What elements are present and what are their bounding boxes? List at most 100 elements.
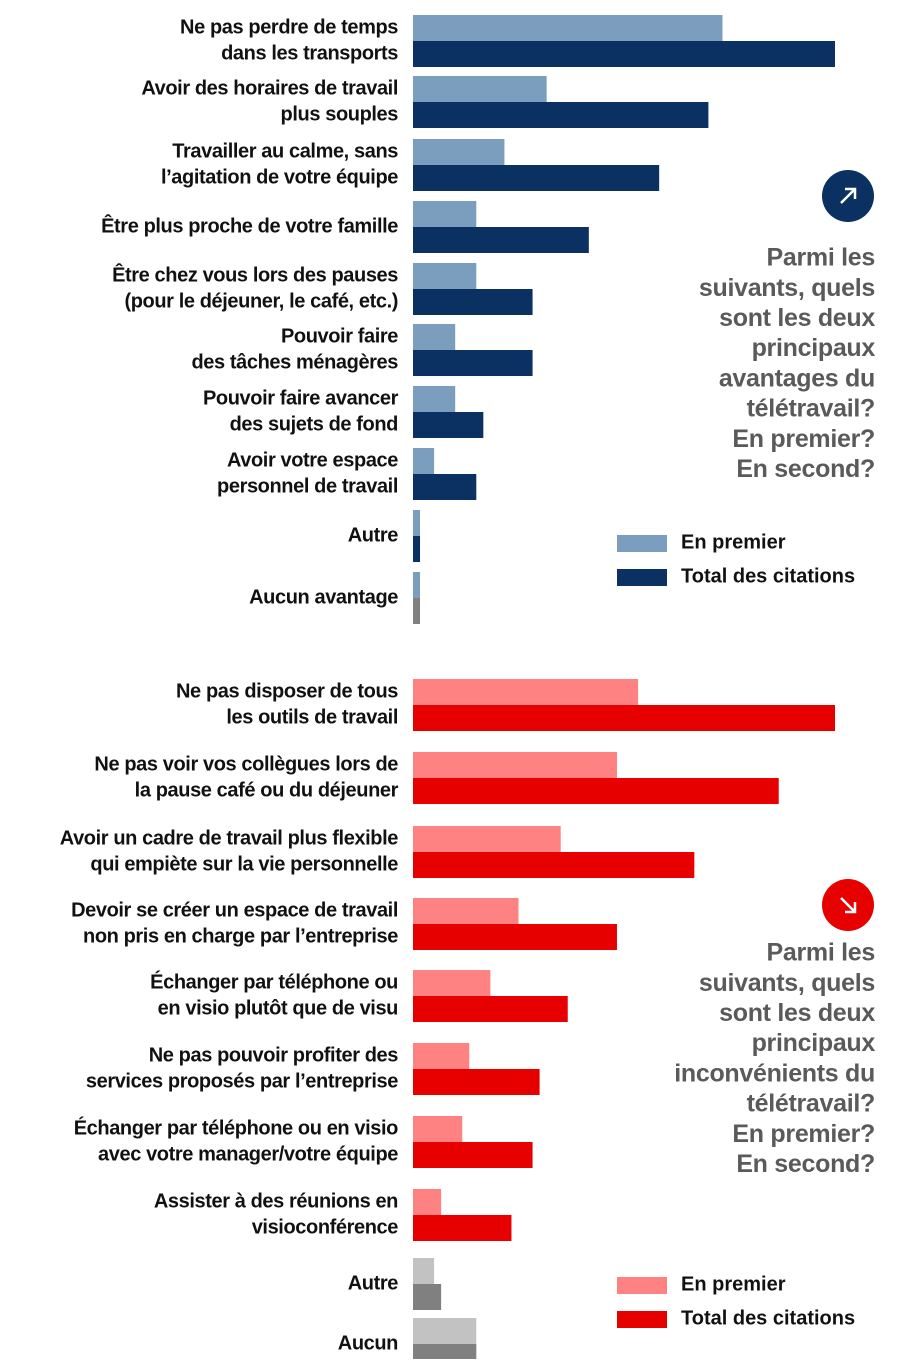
category-label: Pouvoir faire — [281, 325, 398, 347]
bar — [413, 778, 779, 804]
bar — [413, 898, 519, 924]
bar — [413, 852, 695, 878]
category-label: Avoir un cadre de travail plus flexible — [60, 827, 398, 849]
category-label: Aucun — [338, 1332, 398, 1354]
category-label: Pouvoir faire avancer — [203, 387, 399, 409]
bar — [413, 165, 660, 191]
legend-swatch — [617, 1311, 667, 1328]
bar — [413, 76, 547, 102]
bar — [413, 705, 835, 731]
category-label: l’agitation de votre équipe — [161, 166, 398, 188]
bar — [413, 1318, 477, 1344]
bar — [413, 324, 456, 350]
chart-title: télétravail? — [747, 1090, 875, 1118]
chart-title: suivants, quels — [699, 274, 875, 302]
category-label: des sujets de fond — [230, 413, 398, 435]
category-label: Avoir des horaires de travail — [141, 77, 398, 99]
category-label: services proposés par l’entreprise — [86, 1070, 398, 1092]
bar — [413, 474, 477, 500]
category-label: visioconférence — [252, 1216, 399, 1238]
bar — [413, 139, 505, 165]
icon-arrow — [840, 187, 857, 204]
bar — [413, 924, 617, 950]
category-label: Autre — [348, 524, 399, 546]
bar — [413, 41, 835, 67]
chart-title: avantages du — [719, 364, 875, 392]
chart-title: sont les deux — [719, 999, 875, 1027]
chart-title: sont les deux — [719, 304, 875, 332]
bar — [413, 679, 639, 705]
bar — [413, 752, 617, 778]
bar — [413, 1189, 442, 1215]
chart-title: En second? — [736, 455, 875, 483]
bar — [413, 510, 421, 536]
category-label: Travailler au calme, sans — [172, 140, 398, 162]
bar — [413, 386, 456, 412]
category-label: la pause café ou du déjeuner — [135, 779, 399, 801]
chart-title: inconvénients du — [674, 1059, 875, 1087]
bar — [413, 201, 477, 227]
legend-swatch — [617, 1277, 667, 1294]
legend-label: En premier — [681, 531, 786, 553]
bar — [413, 598, 421, 624]
category-label: Être plus proche de votre famille — [101, 213, 398, 237]
category-label: Ne pas pouvoir profiter des — [149, 1044, 399, 1066]
category-label: Ne pas voir vos collègues lors de — [94, 753, 398, 775]
category-label: Avoir votre espace — [227, 449, 398, 471]
category-label: des tâches ménagères — [191, 351, 398, 373]
category-label: Autre — [348, 1272, 399, 1294]
bar — [413, 1043, 470, 1069]
chart-title: En second? — [736, 1150, 875, 1178]
bar — [413, 1344, 477, 1364]
bar — [413, 448, 435, 474]
category-label: Assister à des réunions en — [154, 1190, 398, 1212]
bar — [413, 289, 533, 315]
bar — [413, 1069, 540, 1095]
category-label: personnel de travail — [217, 475, 398, 497]
category-label: Aucun avantage — [249, 586, 398, 608]
chart-title: principaux — [752, 1029, 876, 1057]
legend-label: Total des citations — [681, 565, 855, 587]
bar — [413, 227, 589, 253]
chart-title: suivants, quels — [699, 969, 875, 997]
category-label: Ne pas disposer de tous — [176, 680, 398, 702]
category-label: qui empiète sur la vie personnelle — [90, 853, 398, 875]
bar — [413, 536, 421, 562]
bar — [413, 1116, 463, 1142]
bar — [413, 15, 723, 41]
chart-title: Parmi les — [767, 244, 875, 272]
category-label: en visio plutôt que de visu — [158, 997, 398, 1019]
category-label: Devoir se créer un espace de travail — [71, 899, 398, 921]
chart-title: En premier? — [732, 425, 875, 453]
chart-title: En premier? — [732, 1120, 875, 1148]
legend-label: Total des citations — [681, 1307, 855, 1329]
bar — [413, 102, 709, 128]
category-label: Être chez vous lors des pauses — [112, 262, 398, 286]
bar — [413, 996, 568, 1022]
bar — [413, 1215, 512, 1241]
bar — [413, 1142, 533, 1168]
legend-label: En premier — [681, 1273, 786, 1295]
bar — [413, 350, 533, 376]
category-label: Ne pas perdre de temps — [180, 16, 398, 38]
category-label: les outils de travail — [226, 706, 398, 728]
bar — [413, 263, 477, 289]
category-label: plus souples — [281, 103, 399, 125]
category-label: Échanger par téléphone ou — [150, 970, 398, 993]
chart-title: principaux — [752, 334, 876, 362]
bar — [413, 1284, 442, 1310]
bar — [413, 1258, 435, 1284]
category-label: Échanger par téléphone ou en visio — [74, 1116, 398, 1139]
chart-title: télétravail? — [747, 395, 875, 423]
legend-swatch — [617, 535, 667, 552]
bar — [413, 412, 484, 438]
category-label: avec votre manager/votre équipe — [98, 1143, 398, 1165]
icon-arrow — [840, 897, 857, 914]
bar — [413, 970, 491, 996]
category-label: (pour le déjeuner, le café, etc.) — [124, 290, 398, 312]
category-label: non pris en charge par l’entreprise — [83, 925, 398, 947]
category-label: dans les transports — [221, 42, 398, 64]
bar — [413, 572, 421, 598]
